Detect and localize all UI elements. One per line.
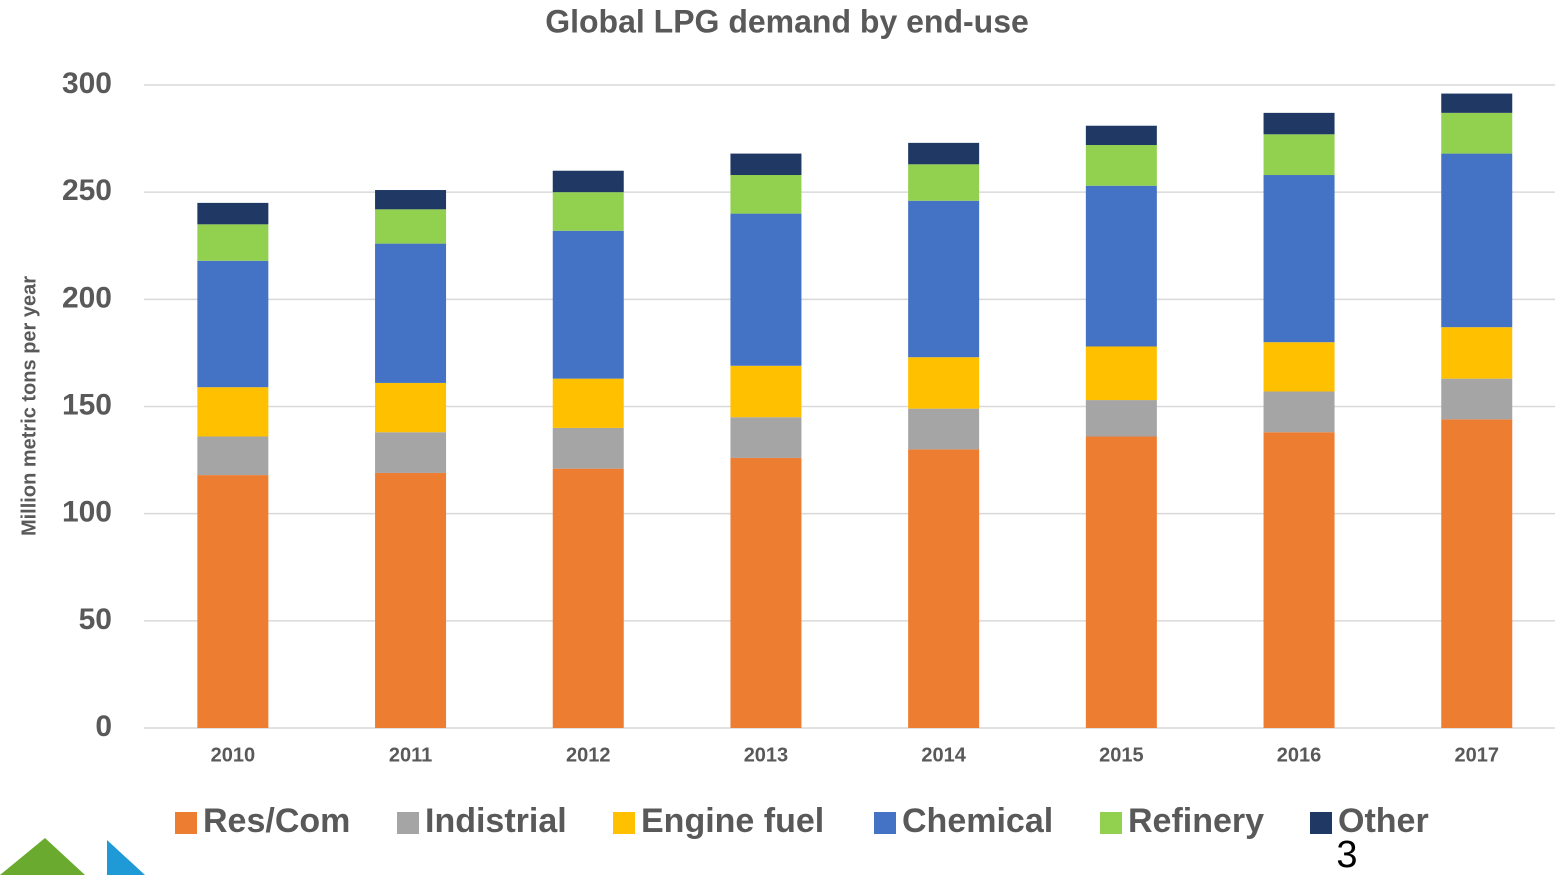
bar-segment: [375, 243, 447, 383]
y-tick-label: 150: [62, 388, 112, 421]
x-tick-label: 2017: [1455, 744, 1500, 766]
bar-segment: [552, 427, 624, 469]
legend-swatch: [1310, 812, 1332, 834]
bar-segment: [1085, 125, 1157, 146]
legend-label: Res/Com: [203, 802, 350, 840]
legend-label: Refinery: [1128, 802, 1264, 840]
bar-segment: [1263, 112, 1335, 135]
bar-segment: [552, 170, 624, 193]
bar-segment: [375, 472, 447, 728]
bar-segment: [197, 475, 269, 728]
x-tick-label: 2015: [1099, 744, 1144, 766]
bar-segment: [552, 230, 624, 379]
bar-segment: [1263, 391, 1335, 433]
bar-segment: [552, 192, 624, 231]
bar-segment: [1085, 145, 1157, 186]
bar-segment: [908, 408, 980, 450]
bar-segment: [1085, 185, 1157, 347]
legend-label: Indistrial: [425, 802, 567, 840]
legend-swatch: [613, 812, 635, 834]
legend-swatch: [175, 812, 197, 834]
y-axis-label: Million metric tons per year: [18, 276, 40, 536]
x-tick-label: 2014: [921, 744, 966, 766]
bar-segment: [552, 378, 624, 428]
page-number: 3: [1336, 834, 1357, 875]
bar-segment: [730, 175, 802, 214]
bar-segment: [1263, 175, 1335, 343]
bar-segment: [730, 365, 802, 418]
logo-green: [0, 838, 85, 875]
legend-swatch: [874, 812, 896, 834]
chart-title: Global LPG demand by end-use: [545, 3, 1029, 39]
x-tick-label: 2011: [389, 744, 432, 766]
bar-segment: [1441, 93, 1513, 113]
bar-segment: [1263, 134, 1335, 176]
y-tick-label: 300: [62, 67, 112, 100]
x-tick-label: 2010: [211, 744, 256, 766]
bar-segment: [1085, 400, 1157, 437]
y-tick-label: 50: [79, 603, 112, 636]
bar-segment: [552, 468, 624, 728]
x-tick-label: 2016: [1277, 744, 1322, 766]
bar-segment: [375, 382, 447, 433]
bar-segment: [1441, 327, 1513, 379]
y-tick-label: 250: [62, 174, 112, 207]
bar-segment: [197, 436, 269, 476]
bar-segment: [197, 224, 269, 261]
y-tick-label: 0: [95, 710, 112, 743]
legend-label: Other: [1338, 802, 1429, 840]
bar-segment: [1441, 112, 1513, 154]
bar-segment: [730, 153, 802, 176]
legend-label: Chemical: [902, 802, 1053, 840]
bar-segment: [1441, 153, 1513, 328]
bar-segment: [908, 200, 980, 358]
legend-swatch: [397, 812, 419, 834]
bar-segment: [1263, 432, 1335, 728]
bar-segment: [197, 260, 269, 388]
x-tick-label: 2012: [566, 744, 611, 766]
bar-segment: [375, 432, 447, 473]
y-tick-label: 200: [62, 281, 112, 314]
bar-segment: [730, 457, 802, 728]
bar-segment: [1085, 436, 1157, 728]
bar-segment: [730, 213, 802, 366]
bar-segment: [1085, 346, 1157, 401]
y-tick-label: 100: [62, 496, 112, 529]
bar-segment: [730, 417, 802, 458]
bar-segment: [375, 209, 447, 244]
bar-segment: [908, 142, 980, 165]
bar-segment: [1441, 419, 1513, 728]
logo-blue: [107, 840, 145, 875]
x-tick-label: 2013: [744, 744, 789, 766]
bar-segment: [908, 164, 980, 201]
bar-segment: [197, 387, 269, 437]
bar-segment: [908, 357, 980, 409]
bar-segment: [1263, 342, 1335, 392]
bar-segment: [908, 449, 980, 728]
legend-swatch: [1100, 812, 1122, 834]
legend-label: Engine fuel: [641, 802, 824, 840]
bar-segment: [375, 190, 447, 210]
bar-segment: [1441, 378, 1513, 420]
bar-segment: [197, 202, 269, 225]
